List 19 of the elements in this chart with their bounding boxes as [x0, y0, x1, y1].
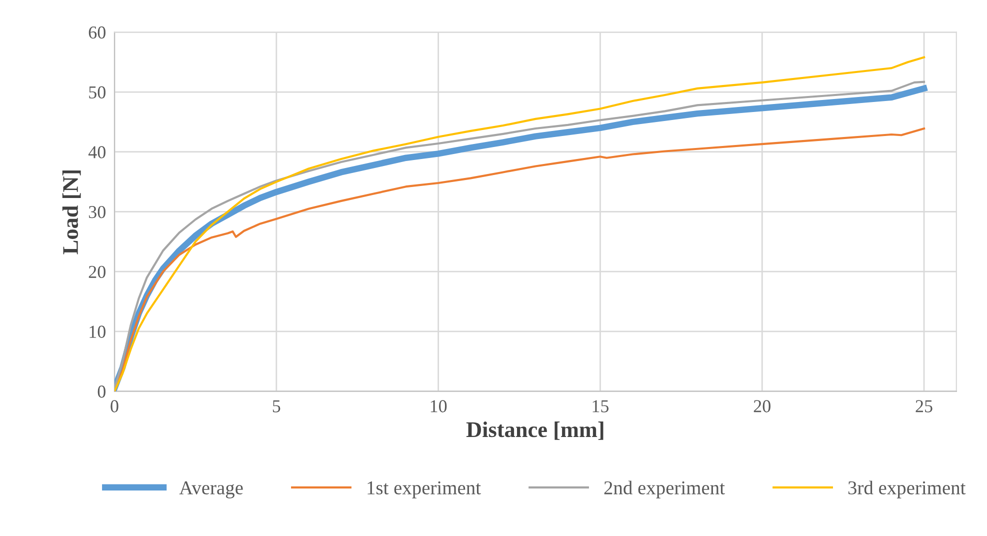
y-tick-label: 40	[88, 146, 106, 158]
x-axis-title: Distance [mm]	[466, 422, 604, 440]
x-tick-label: 5	[272, 400, 280, 412]
legend-label: 3rd experiment	[848, 480, 966, 498]
x-tick-label: 0	[110, 400, 118, 412]
legend-label: 2nd experiment	[604, 480, 725, 498]
y-tick-label: 20	[88, 266, 106, 278]
x-tick-label: 15	[592, 400, 609, 412]
x-tick-label: 25	[916, 400, 932, 412]
legend-label: 1st experiment	[368, 481, 481, 498]
x-tick-label: 10	[430, 400, 447, 412]
legend-label: Average	[179, 481, 243, 498]
x-tick-label: 20	[754, 400, 770, 412]
y-tick-label: 30	[88, 206, 106, 218]
y-axis-title: Load [N]	[62, 170, 81, 254]
y-tick-label: 10	[90, 326, 106, 338]
y-tick-label: 0	[98, 386, 106, 398]
y-tick-label: 60	[88, 26, 106, 39]
y-tick-label: 50	[89, 86, 106, 98]
